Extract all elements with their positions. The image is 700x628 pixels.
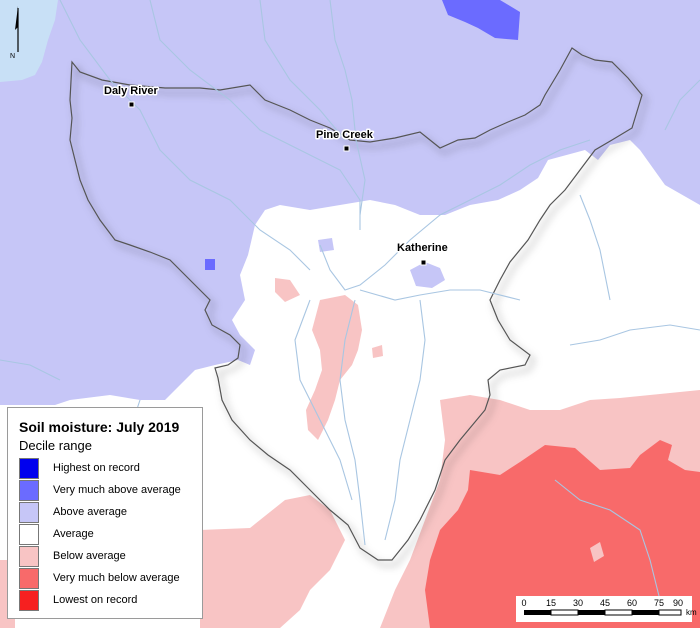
legend-label: Highest on record xyxy=(53,462,140,474)
scale-tick: 30 xyxy=(572,598,584,608)
above-average-region xyxy=(410,262,445,288)
average-hole xyxy=(590,542,604,562)
legend-swatch xyxy=(19,568,39,589)
legend-swatch xyxy=(19,502,39,523)
legend-title: Soil moisture: July 2019 xyxy=(19,419,180,435)
legend-swatch xyxy=(19,590,39,611)
very-much-above-average-region xyxy=(205,259,215,270)
north-label: N xyxy=(10,53,15,60)
scale-bar-segments xyxy=(524,609,682,616)
legend-swatch xyxy=(19,480,39,501)
below-average-region xyxy=(200,495,345,628)
scale-tick: 90 xyxy=(672,598,684,608)
legend-swatch xyxy=(19,546,39,567)
legend-subtitle: Decile range xyxy=(19,438,92,453)
town-marker-daly-river xyxy=(128,101,135,108)
town-marker-pine-creek xyxy=(343,145,350,152)
legend-item-lowest: Lowest on record xyxy=(19,590,199,612)
below-average-region xyxy=(372,345,383,358)
scale-bar: 0 15 30 45 60 75 90 km xyxy=(516,596,697,622)
above-average-region xyxy=(0,0,700,405)
below-average-region xyxy=(306,295,362,440)
very-much-below-average-region xyxy=(425,440,700,628)
town-label-katherine: Katherine xyxy=(397,242,448,254)
legend-label: Above average xyxy=(53,506,127,518)
above-average-region xyxy=(318,238,334,252)
town-label-pine-creek: Pine Creek xyxy=(316,129,374,141)
catchment-boundary xyxy=(69,47,643,561)
below-average-region xyxy=(275,278,300,302)
scale-tick: 15 xyxy=(545,598,557,608)
legend-item-very-much-above: Very much above average xyxy=(19,480,199,502)
legend: Soil moisture: July 2019 Decile range Hi… xyxy=(7,407,203,619)
legend-label: Very much above average xyxy=(53,484,181,496)
legend-item-average: Average xyxy=(19,524,199,546)
legend-item-very-much-below: Very much below average xyxy=(19,568,199,590)
scale-tick: 75 xyxy=(653,598,665,608)
legend-label: Very much below average xyxy=(53,572,180,584)
legend-label: Below average xyxy=(53,550,126,562)
legend-label: Lowest on record xyxy=(53,594,138,606)
scale-tick: 60 xyxy=(626,598,638,608)
very-much-above-average-region xyxy=(442,0,520,40)
rivers xyxy=(0,0,700,601)
legend-item-highest: Highest on record xyxy=(19,458,199,480)
north-arrow: N xyxy=(0,0,30,66)
scale-tick: 0 xyxy=(521,598,527,608)
scale-unit: km xyxy=(686,608,697,617)
town-marker-katherine xyxy=(420,259,427,266)
town-label-daly-river: Daly River xyxy=(104,85,159,97)
scale-tick: 45 xyxy=(599,598,611,608)
legend-swatch xyxy=(19,524,39,545)
legend-label: Average xyxy=(53,528,94,540)
town-markers: Daly River Pine Creek Katherine xyxy=(103,84,449,266)
legend-swatch xyxy=(19,458,39,479)
legend-item-below: Below average xyxy=(19,546,199,568)
legend-item-above: Above average xyxy=(19,502,199,524)
